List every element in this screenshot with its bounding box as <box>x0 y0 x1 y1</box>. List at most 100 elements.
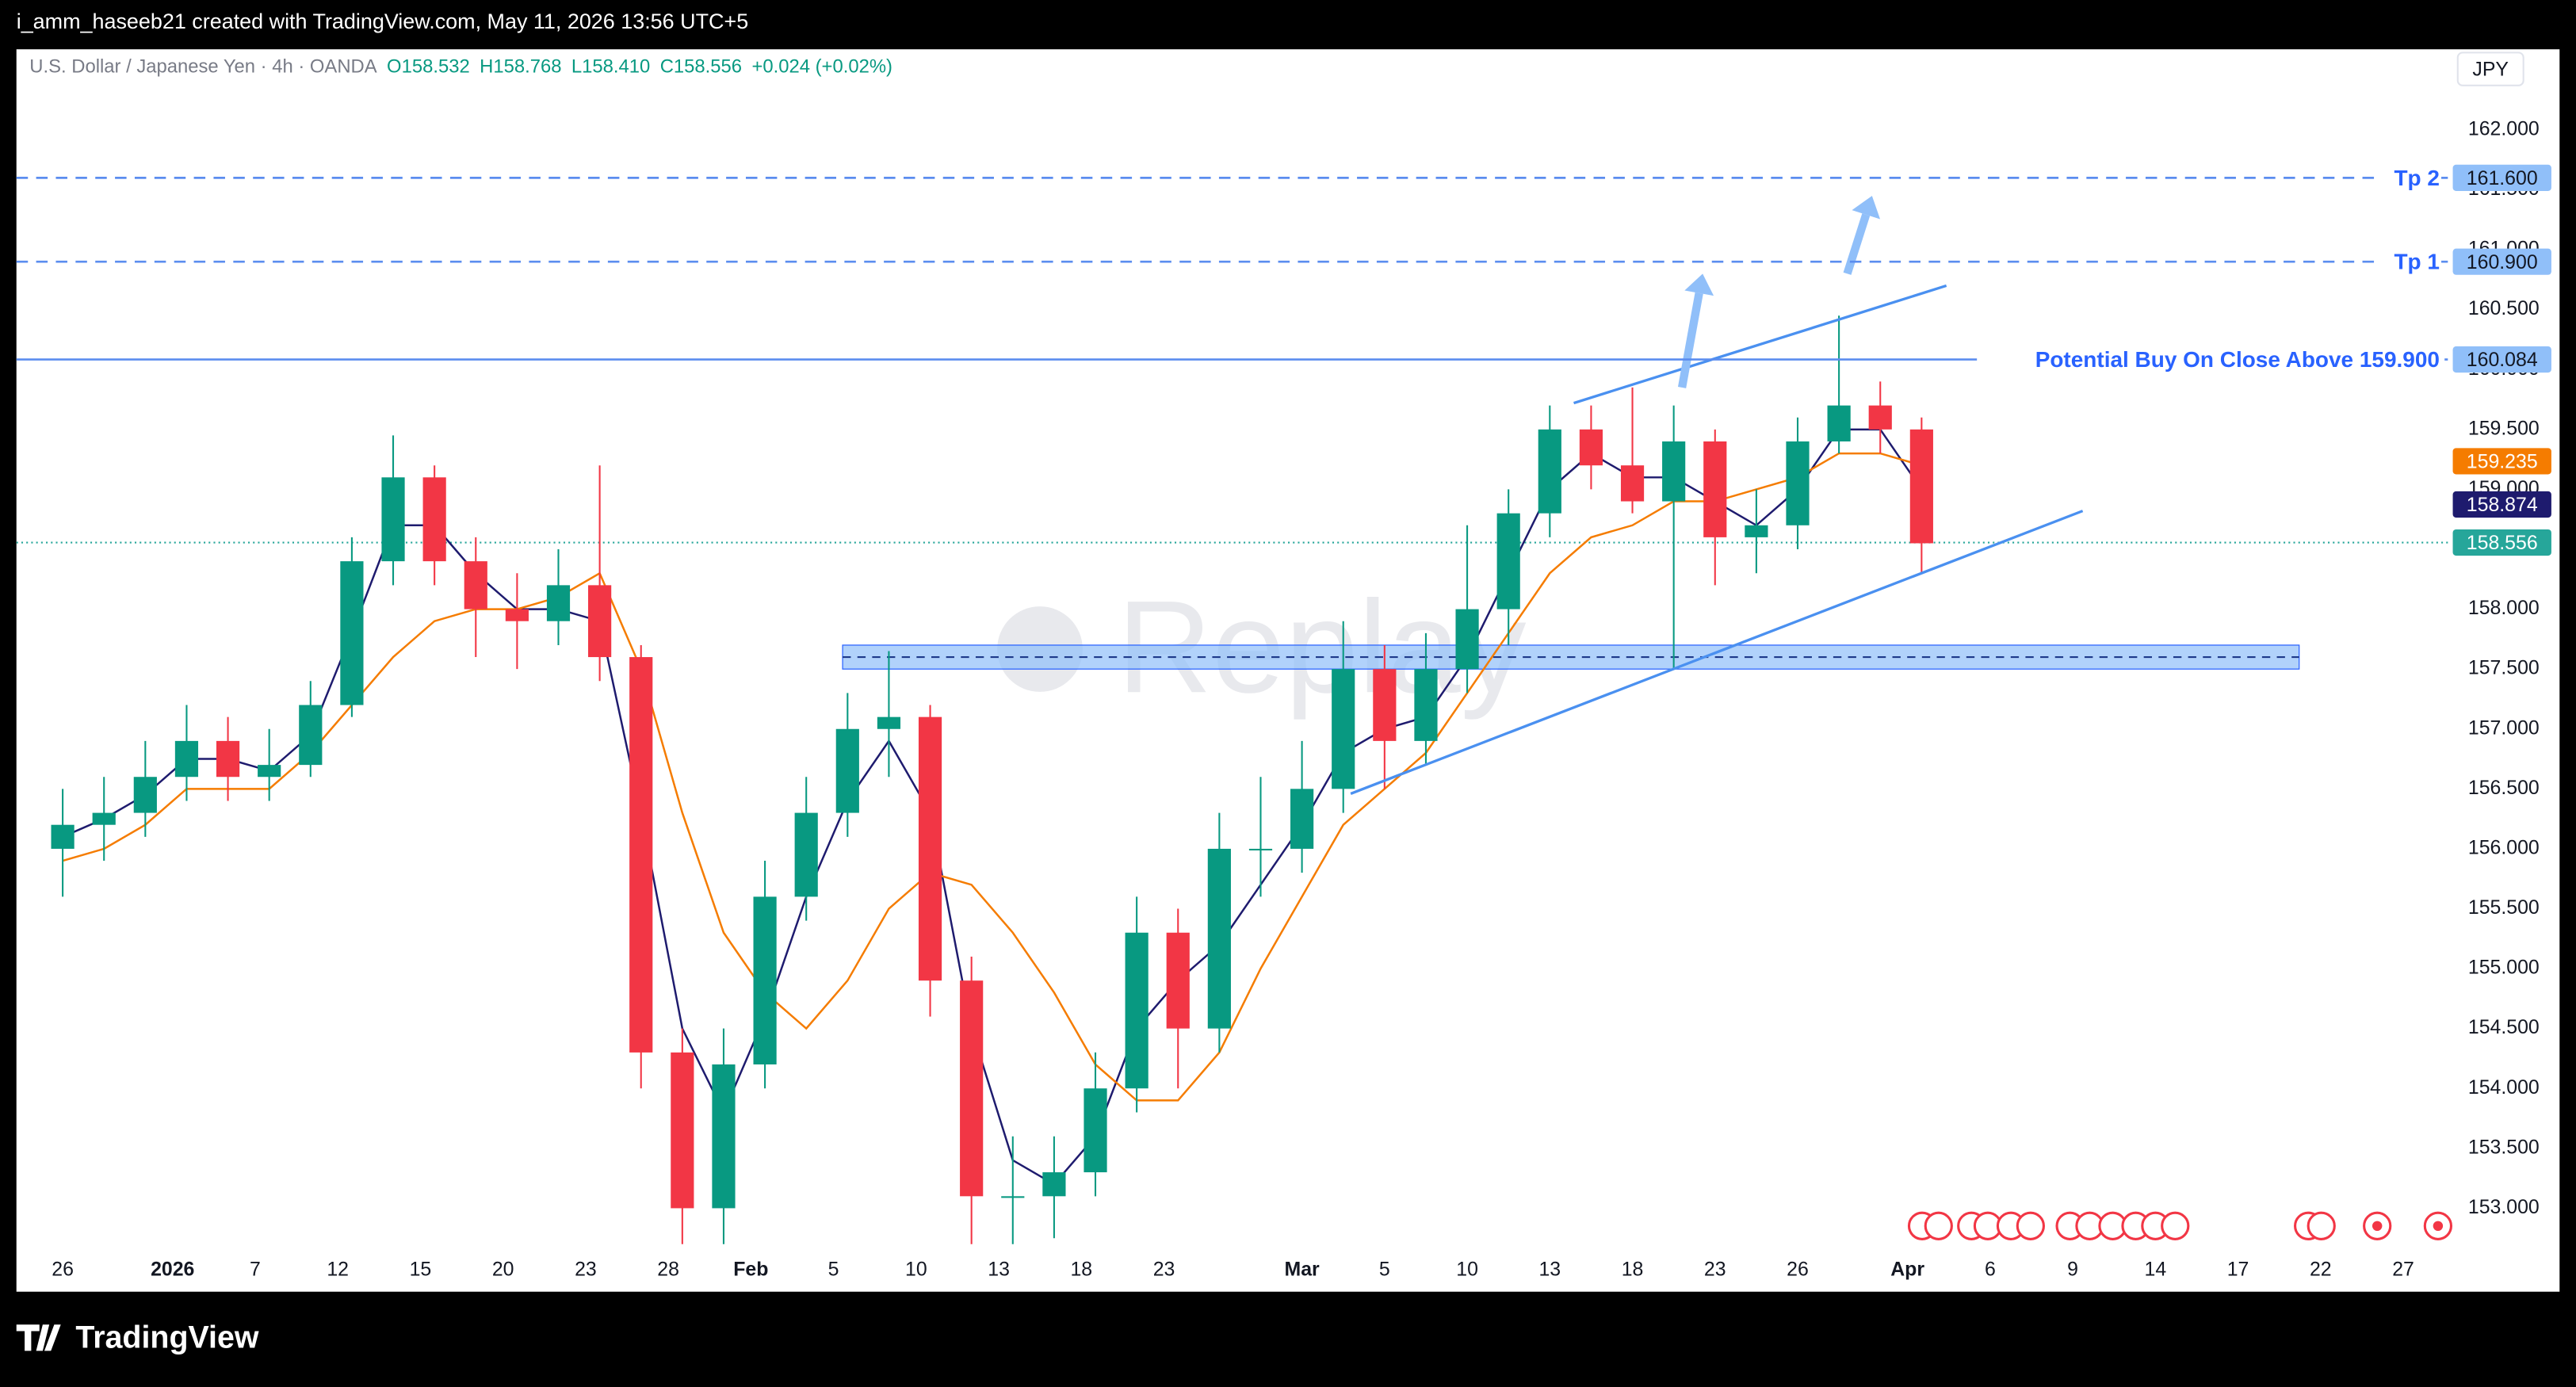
chart-panel <box>16 49 2560 1292</box>
candle-body <box>1290 789 1314 849</box>
x-tick-label: 12 <box>327 1258 349 1280</box>
y-tick-label: 160.500 <box>2468 297 2540 319</box>
x-tick-label: 26 <box>52 1258 74 1280</box>
ma-line <box>62 452 1922 1102</box>
x-tick-label: 13 <box>1538 1258 1561 1280</box>
ma-line <box>62 428 1923 1186</box>
event-dot <box>2433 1221 2444 1232</box>
x-tick-label: 17 <box>2227 1258 2249 1280</box>
candle-body <box>1496 513 1520 609</box>
candle-body <box>794 812 818 897</box>
candle-body <box>133 777 157 813</box>
candle-body <box>174 740 199 778</box>
candle-body <box>918 716 942 981</box>
legend-symbol: U.S. Dollar / Japanese Yen · 4h · OANDA <box>29 55 376 77</box>
legend-open: O158.532 <box>387 55 470 77</box>
y-tick-label: 155.000 <box>2468 957 2540 979</box>
y-tick-label: 155.500 <box>2468 896 2540 919</box>
candle-body <box>1620 465 1645 502</box>
event-icon <box>2307 1211 2336 1240</box>
level-badge <box>2452 164 2551 191</box>
x-tick-label: 23 <box>575 1258 597 1280</box>
y-tick-label: 156.000 <box>2468 836 2540 858</box>
candle-body <box>1662 441 1686 502</box>
level-badge <box>2452 346 2551 373</box>
y-tick-label: 153.000 <box>2468 1196 2540 1218</box>
level-badge-label: 161.600 <box>2467 167 2538 189</box>
candle-body <box>1001 1196 1025 1198</box>
candle-body <box>1827 405 1851 441</box>
price-badge-label: 158.874 <box>2467 494 2538 516</box>
x-tick-label: 23 <box>1704 1258 1726 1280</box>
candle-body <box>92 812 116 825</box>
candle-body <box>1042 1172 1066 1197</box>
candle-body <box>1909 429 1933 544</box>
candle-body <box>588 585 612 658</box>
level-label: Tp 1 <box>2394 250 2439 274</box>
x-tick-label: 18 <box>1070 1258 1092 1280</box>
arrow-shaft <box>1677 292 1703 388</box>
candle-body <box>216 740 240 778</box>
candle-body <box>1579 429 1603 466</box>
candle-body <box>1125 932 1148 1089</box>
x-tick-label: 7 <box>250 1258 261 1280</box>
candle-body <box>1538 429 1561 514</box>
legend-high: H158.768 <box>480 55 561 77</box>
level-badge-label: 160.900 <box>2467 251 2538 273</box>
y-tick-label: 162.000 <box>2468 117 2540 139</box>
arrow-head <box>1684 273 1714 296</box>
candle-body <box>753 896 777 1065</box>
event-icon <box>1924 1211 1953 1240</box>
currency: JPY <box>2472 59 2509 81</box>
candle-body <box>1455 609 1479 670</box>
level-text-bg <box>1977 344 2440 375</box>
price-badge-label: 159.235 <box>2467 451 2538 473</box>
event-dot <box>2372 1221 2383 1232</box>
price-badge <box>2452 491 2551 518</box>
price-badge <box>2452 529 2551 556</box>
candle-body <box>422 477 446 562</box>
legend-low: L158.410 <box>571 55 650 77</box>
candle-body <box>299 705 323 766</box>
x-tick-label: 22 <box>2310 1258 2332 1280</box>
candle-body <box>381 477 405 562</box>
x-tick-label: 15 <box>410 1258 432 1280</box>
level-label: Tp 2 <box>2394 166 2439 190</box>
level-text-bg <box>2376 162 2440 193</box>
y-tick-label: 159.500 <box>2468 417 2540 439</box>
candle-body <box>1745 525 1768 537</box>
trendline <box>1350 510 2084 795</box>
x-tick-label: 18 <box>1622 1258 1644 1280</box>
x-tick-label: 27 <box>2392 1258 2414 1280</box>
level-badge-label: 160.084 <box>2467 349 2538 371</box>
x-tick-label: 26 <box>1787 1258 1809 1280</box>
legend-close: C158.556 <box>660 55 742 77</box>
logo <box>16 1324 61 1351</box>
candle-body <box>546 585 571 621</box>
candle-body <box>340 561 364 705</box>
arrow-head <box>1852 196 1881 220</box>
x-tick-label: 20 <box>492 1258 514 1280</box>
y-tick-label: 153.500 <box>2468 1136 2540 1158</box>
x-tick-label: Mar <box>1285 1258 1320 1280</box>
candle-body <box>671 1052 694 1209</box>
candle-body <box>51 824 75 849</box>
candle-body <box>258 765 281 778</box>
y-tick-label: 158.000 <box>2468 597 2540 619</box>
y-tick-label: 157.500 <box>2468 657 2540 679</box>
legend-change: +0.024 (+0.02%) <box>751 55 892 77</box>
candle-body <box>505 609 529 621</box>
candle-body <box>1332 669 1355 789</box>
arrow-shaft <box>1843 213 1871 275</box>
x-tick-label: 10 <box>905 1258 927 1280</box>
x-tick-label: Apr <box>1890 1258 1924 1280</box>
candle-body <box>1248 848 1273 851</box>
candle-body <box>712 1064 736 1209</box>
x-tick-label: 5 <box>828 1258 839 1280</box>
plot: Replay26202671215202328Feb510131823Mar51… <box>16 55 2551 1280</box>
candle-body <box>1166 932 1190 1029</box>
candle-body <box>1703 441 1727 537</box>
candle-body <box>464 561 487 609</box>
candle-body <box>1414 669 1438 741</box>
